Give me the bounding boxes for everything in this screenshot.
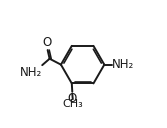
Text: O: O [68, 92, 77, 105]
Text: NH₂: NH₂ [112, 58, 134, 71]
Text: O: O [43, 36, 52, 49]
Text: CH₃: CH₃ [62, 99, 83, 109]
Text: NH₂: NH₂ [20, 66, 42, 79]
